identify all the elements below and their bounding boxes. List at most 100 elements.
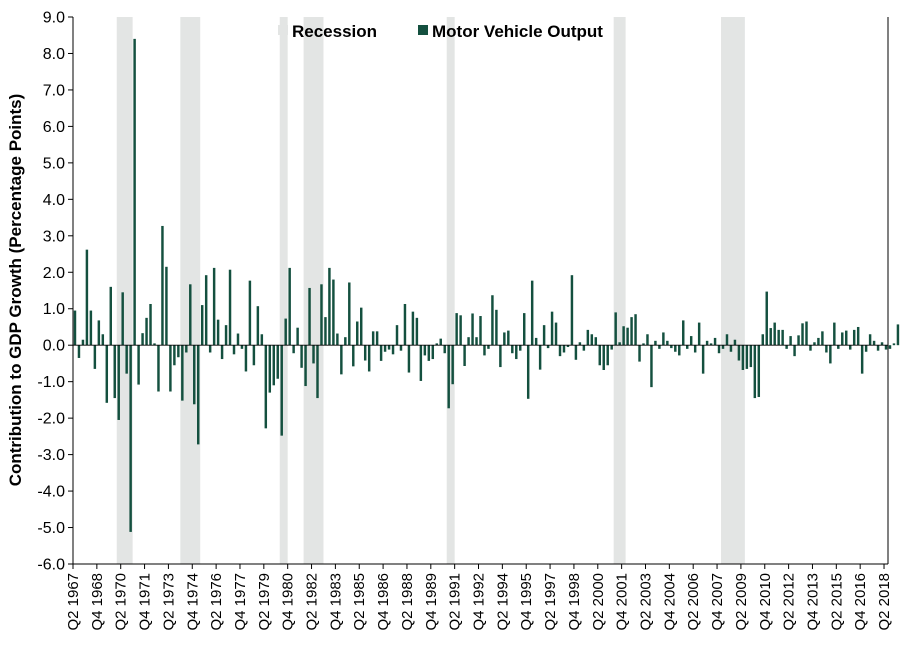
bar	[777, 329, 780, 346]
bar	[586, 329, 590, 346]
bar	[97, 320, 101, 346]
bar	[403, 303, 407, 346]
bar	[849, 345, 852, 350]
bar	[523, 313, 526, 346]
y-tick-label: 7.0	[43, 82, 65, 99]
x-tick-label: Q2 1970	[113, 573, 130, 631]
bar	[582, 345, 586, 351]
bar	[530, 280, 534, 346]
bar	[77, 345, 81, 358]
y-tick-label: 9.0	[43, 10, 65, 27]
bar	[387, 345, 391, 350]
bar	[598, 345, 601, 366]
bar	[892, 343, 896, 346]
bar	[435, 343, 438, 346]
bar	[328, 267, 331, 346]
x-tick-label: Q4 1977	[232, 573, 249, 631]
bar	[646, 334, 649, 346]
bar	[121, 292, 124, 346]
x-tick-label: Q4 2004	[661, 573, 678, 631]
bar	[841, 332, 844, 346]
bar	[395, 325, 399, 346]
bar	[821, 331, 824, 346]
bar	[682, 320, 685, 346]
bar	[837, 345, 840, 349]
bar	[761, 334, 764, 346]
bar	[200, 305, 204, 346]
y-tick-label: -2.0	[37, 411, 65, 428]
bar	[546, 345, 550, 349]
bar	[852, 329, 856, 346]
bar	[769, 328, 772, 346]
bar	[232, 345, 236, 355]
bar	[789, 336, 792, 346]
bar	[240, 345, 244, 349]
bar	[189, 284, 192, 346]
bar	[407, 345, 411, 373]
bar	[308, 287, 311, 346]
y-tick-label: 5.0	[43, 155, 65, 172]
bar	[324, 317, 327, 346]
bar	[689, 336, 693, 346]
bar	[574, 345, 578, 360]
bar	[304, 345, 307, 387]
x-tick-label: Q2 2003	[637, 573, 654, 631]
bar	[451, 345, 454, 385]
bar	[73, 310, 77, 346]
bar	[872, 340, 876, 346]
bar	[252, 345, 256, 366]
bar	[332, 279, 335, 346]
y-tick-label: 0.0	[43, 338, 65, 355]
bar	[733, 339, 737, 346]
bar	[300, 345, 303, 368]
bar	[141, 333, 144, 346]
y-tick-label: -4.0	[37, 484, 65, 501]
bar	[157, 345, 160, 392]
bar	[642, 343, 645, 346]
bar	[439, 338, 442, 346]
bar	[479, 316, 482, 346]
x-tick-label: Q4 1968	[89, 573, 106, 631]
bar	[654, 340, 657, 346]
x-tick-label: Q2 1985	[351, 573, 368, 631]
bar	[542, 325, 546, 346]
bar	[753, 345, 757, 399]
y-tick-label: -3.0	[37, 447, 65, 464]
bar	[423, 345, 427, 356]
bar	[467, 337, 470, 346]
bar	[348, 282, 351, 346]
bar	[276, 345, 279, 379]
x-tick-label: Q2 1988	[399, 573, 416, 631]
motor-vehicle-bars	[73, 38, 900, 532]
bar	[809, 345, 812, 351]
bar	[729, 345, 733, 352]
bar	[507, 330, 510, 346]
bar	[153, 343, 156, 346]
recession-band-4	[303, 17, 324, 564]
x-tick-label: Q4 1989	[423, 573, 440, 631]
bar	[367, 345, 371, 372]
bar	[101, 334, 105, 346]
x-tick-label: Q2 2000	[590, 573, 607, 631]
recession-band-3	[279, 17, 288, 564]
x-axis-ticks: Q2 1967 Q4 1968 Q2 1970 Q4 1971 Q2 1973 Q4 19…	[65, 564, 893, 631]
bar	[379, 345, 383, 361]
bar	[554, 322, 558, 346]
bar	[519, 345, 522, 351]
legend-label-recession: Recession	[292, 22, 377, 41]
bar	[678, 345, 681, 356]
bar	[149, 303, 152, 346]
bar	[204, 275, 208, 346]
bar	[185, 345, 188, 353]
recession-band-1	[116, 17, 133, 564]
bar	[125, 345, 128, 374]
x-tick-label: Q2 1991	[447, 573, 464, 631]
bar	[399, 345, 403, 351]
bar	[260, 334, 264, 346]
bar	[117, 345, 120, 420]
x-tick-label: Q4 2010	[757, 573, 774, 631]
bar	[161, 225, 164, 346]
bar	[745, 345, 749, 369]
bar	[622, 326, 625, 346]
bar	[344, 337, 347, 346]
